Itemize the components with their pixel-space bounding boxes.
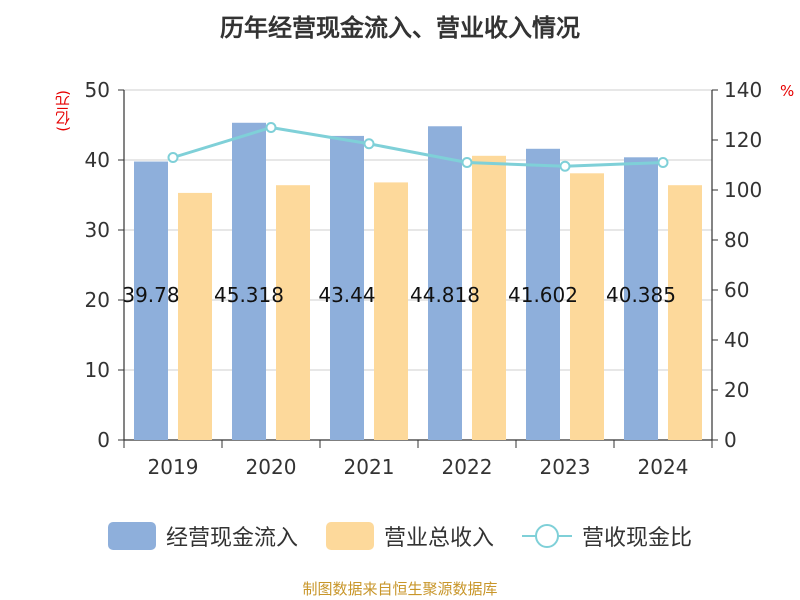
left-tick-label: 0 [97,428,110,452]
inflow-bar [330,135,364,441]
x-tick-label: 2020 [246,455,297,479]
right-tick-label: 140 [724,78,762,102]
inflow-data-label: 39.78 [122,283,179,307]
ratio-point [461,157,473,168]
inflow-bar [428,126,462,441]
inflow-data-label: 45.318 [214,283,284,307]
legend-label-ratio: 营收现金比 [582,526,693,551]
inflow-data-label: 44.818 [410,283,480,307]
inflow-bar [232,122,266,441]
right-axis-unit: % [780,82,795,100]
legend-item-revenue[interactable]: 营业总收入 [325,520,494,552]
revenue-bar [178,192,212,440]
ratio-point [265,122,277,133]
x-tick-label: 2022 [442,455,493,479]
inflow-bar [624,157,658,440]
x-tick-label: 2023 [540,455,591,479]
left-tick-label: 40 [85,148,110,172]
right-tick-label: 120 [724,128,762,152]
inflow-swatch-icon [107,522,156,550]
ratio-point [657,157,669,168]
left-tick-label: 20 [85,288,110,312]
inflow-bar [134,161,168,441]
legend-label-inflow: 经营现金流入 [165,526,298,551]
right-tick-label: 40 [724,328,749,352]
ratio-point [363,138,375,150]
inflow-data-label: 43.44 [318,283,375,307]
x-tick-label: 2019 [148,455,199,479]
left-tick-label: 30 [85,218,110,242]
right-tick-label: 80 [724,228,749,252]
revenue-swatch-icon [325,522,374,550]
right-tick-label: 100 [724,178,762,202]
ratio-line [172,125,664,168]
revenue-bar [570,173,604,441]
left-tick-label: 50 [85,78,110,102]
x-tick-label: 2021 [344,455,395,479]
ratio-point [559,160,571,172]
legend: 经营现金流入 营业总收入 营收现金比 [0,516,800,556]
legend-label-revenue: 营业总收入 [383,526,494,551]
ratio-line-swatch-icon [522,522,572,550]
source-note: 制图数据来自恒生聚源数据库 [302,580,498,598]
revenue-bar [472,155,506,441]
ratio-point [167,152,179,163]
legend-item-ratio[interactable]: 营收现金比 [522,520,692,552]
revenue-bar [668,185,702,440]
right-tick-label: 0 [724,428,737,452]
x-tick-label: 2024 [638,455,689,479]
inflow-bar [526,148,560,440]
inflow-data-label: 41.602 [508,283,578,307]
left-tick-label: 10 [85,358,110,382]
revenue-bar [276,185,310,440]
right-tick-label: 20 [724,378,749,402]
revenue-bar [374,182,408,440]
right-tick-label: 60 [724,278,749,302]
chart-title: 历年经营现金流入、营业收入情况 [220,14,580,42]
inflow-data-label: 40.385 [606,283,676,307]
legend-item-inflow[interactable]: 经营现金流入 [107,520,298,552]
